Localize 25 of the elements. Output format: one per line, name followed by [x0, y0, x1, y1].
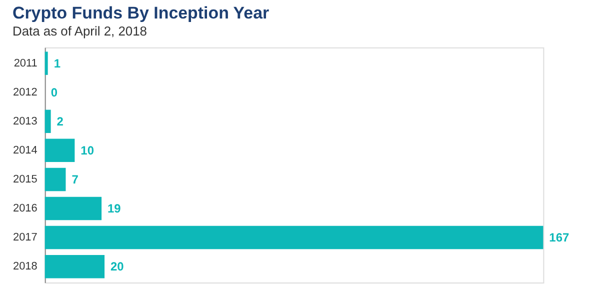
bar	[44, 196, 102, 220]
y-tick-label: 2015	[13, 173, 38, 186]
y-tick-label: 2011	[14, 57, 38, 70]
data-label: 20	[110, 260, 124, 274]
data-label: 1	[54, 56, 61, 70]
bar	[44, 168, 66, 192]
y-tick-label: 2014	[13, 144, 38, 156]
chart-title: Crypto Funds By Inception Year	[12, 3, 270, 22]
bar	[44, 110, 51, 133]
bar	[44, 254, 105, 278]
y-tick-label: 2017	[13, 232, 38, 244]
chart-subtitle: Data as of April 2, 2018	[12, 23, 147, 38]
y-tick-label: 2018	[13, 260, 38, 273]
bar	[44, 138, 75, 162]
data-label: 167	[549, 230, 570, 245]
data-label: 7	[72, 172, 79, 186]
data-label: 10	[80, 143, 94, 158]
bar	[44, 226, 544, 250]
data-label: 0	[50, 85, 58, 100]
y-tick-label: 2013	[13, 115, 38, 128]
y-tick-label: 2016	[13, 202, 38, 214]
y-tick-label: 2012	[13, 86, 38, 98]
bar	[44, 52, 48, 75]
data-label: 2	[56, 114, 64, 128]
data-label: 19	[108, 201, 122, 216]
